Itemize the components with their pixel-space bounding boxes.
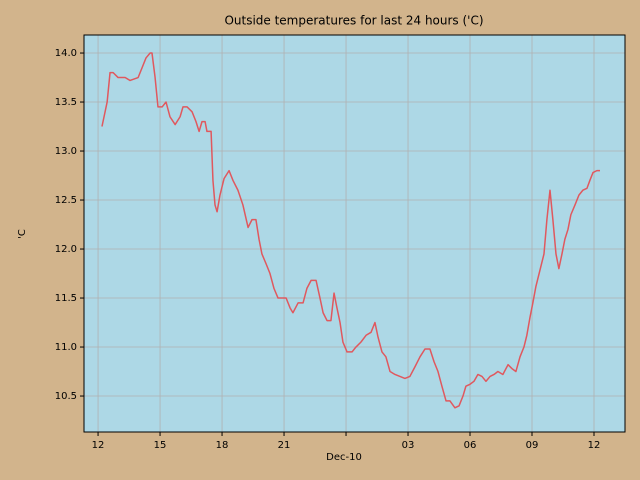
x-tick-label: 09 [526, 440, 539, 451]
y-tick-label: 12.5 [55, 195, 77, 206]
y-tick-label: 14.0 [55, 48, 77, 59]
y-tick-label: 11.0 [55, 342, 77, 353]
y-tick-label: 10.5 [55, 391, 77, 402]
plot-area [84, 35, 625, 432]
x-tick-label: 15 [154, 440, 167, 451]
x-tick-label: 21 [278, 440, 291, 451]
x-tick-label: 03 [402, 440, 415, 451]
x-tick-label: 12 [588, 440, 601, 451]
x-tick-label: 18 [216, 440, 229, 451]
x-axis-label: Dec-10 [326, 452, 362, 463]
y-tick-label: 12.0 [55, 244, 77, 255]
y-tick-label: 11.5 [55, 293, 77, 304]
x-tick-label: 06 [464, 440, 477, 451]
temperature-line [101, 52, 600, 409]
x-tick-label: 12 [92, 440, 105, 451]
y-tick-label: 13.0 [55, 146, 77, 157]
axes-frame [83, 34, 626, 433]
chart-title: Outside temperatures for last 24 hours (… [224, 14, 483, 28]
y-tick-label: 13.5 [55, 97, 77, 108]
y-axis-label: 'C [17, 229, 28, 239]
